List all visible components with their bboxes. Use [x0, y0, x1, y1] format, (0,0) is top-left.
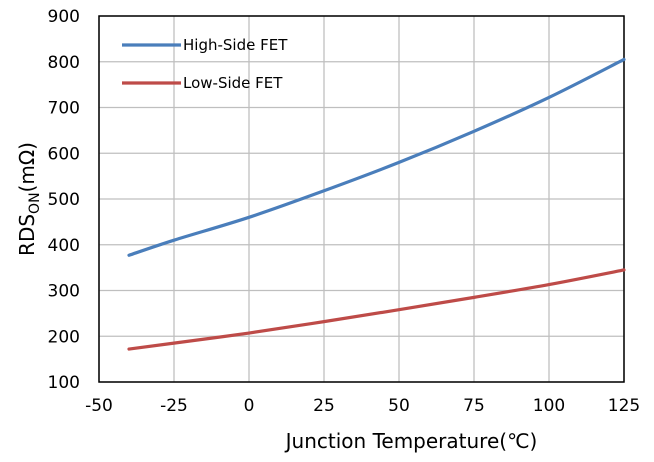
x-tick-label: -50: [85, 396, 113, 416]
x-tick-label: 75: [463, 396, 485, 416]
y-axis-title-main: RDS: [15, 214, 39, 256]
x-tick-label: -25: [160, 396, 188, 416]
y-tick-label: 400: [48, 236, 80, 256]
x-tick-label: 0: [244, 396, 255, 416]
y-tick-label: 600: [48, 144, 80, 164]
x-tick-label: 25: [313, 396, 335, 416]
x-tick-label: 100: [533, 396, 565, 416]
grid: [98, 15, 625, 383]
y-axis-title: RDSON(mΩ): [15, 142, 43, 256]
y-tick-label: 900: [48, 7, 80, 27]
y-axis-title-subscript: ON: [27, 192, 43, 214]
y-tick-label: 200: [48, 327, 80, 347]
y-tick-label: 800: [48, 53, 80, 73]
legend-label-low-side: Low-Side FET: [183, 74, 283, 92]
legend-label-high-side: High-Side FET: [183, 36, 288, 54]
x-tick-label: 125: [608, 396, 640, 416]
legend: High-Side FET Low-Side FET: [122, 36, 288, 92]
y-axis-title-unit: (mΩ): [15, 142, 39, 192]
series-layer: [127, 57, 626, 351]
plot-frame: [98, 15, 625, 383]
tick-labels: -50 -25 0 25 50 75 100 125 100 200 300 400 500 600 700…: [48, 7, 641, 416]
series-line-high-side: [127, 57, 626, 257]
y-tick-label: 700: [48, 99, 80, 119]
y-tick-label: 300: [48, 282, 80, 302]
y-tick-label: 500: [48, 190, 80, 210]
series-line-low-side: [127, 268, 626, 351]
x-tick-label: 50: [388, 396, 410, 416]
y-tick-label: 100: [48, 373, 80, 393]
x-axis-title: Junction Temperature(℃): [284, 429, 538, 453]
